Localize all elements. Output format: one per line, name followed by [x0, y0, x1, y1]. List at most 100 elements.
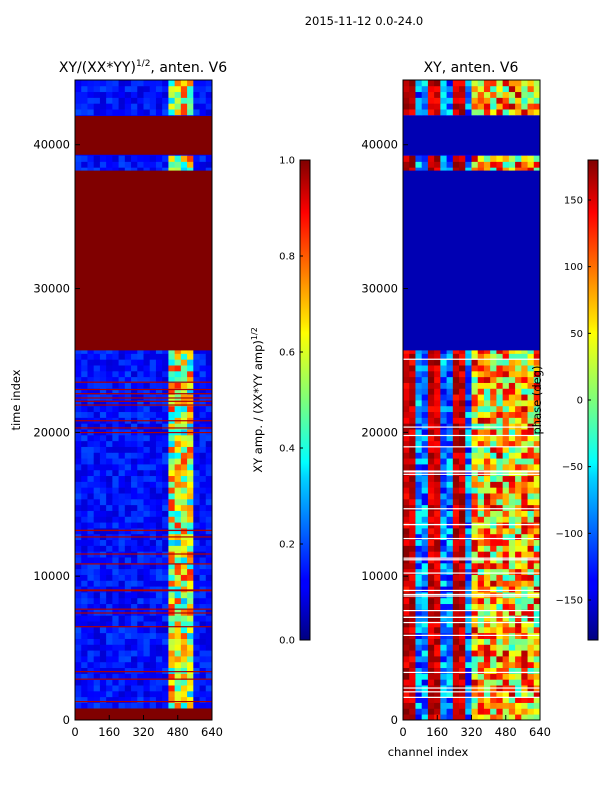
phase-cell — [471, 603, 479, 610]
phase-cell — [527, 155, 535, 162]
amplitude-cell — [75, 347, 82, 354]
amplitude-cell — [155, 574, 163, 581]
phase-cell — [490, 522, 497, 529]
phase-cell — [471, 533, 479, 541]
phase-cell — [527, 423, 535, 430]
phase-cell — [515, 353, 522, 360]
amplitude-cell — [193, 528, 200, 535]
amplitude-cell — [168, 615, 176, 622]
phase-cell — [415, 661, 423, 669]
phase-cell — [533, 603, 541, 610]
phase-cell — [409, 696, 416, 703]
phase-cell — [508, 97, 516, 104]
phase-cell — [533, 434, 541, 442]
phase-cell — [471, 586, 479, 593]
amplitude-cell — [81, 405, 88, 413]
phase-cell — [496, 97, 504, 104]
amplitude-cell — [199, 97, 207, 104]
amplitude-cell — [106, 376, 113, 383]
amplitude-cell — [112, 382, 119, 389]
amplitude-cell — [199, 80, 207, 87]
phase-cell — [434, 650, 441, 657]
phase-cell — [521, 539, 528, 546]
amplitude-cell — [75, 696, 82, 703]
amplitude-cell — [87, 632, 95, 639]
phase-cell — [496, 679, 504, 686]
amplitude-cell — [205, 411, 213, 418]
phase-cell — [483, 603, 491, 610]
phase-cell — [521, 475, 528, 482]
phase-cell — [427, 487, 435, 494]
phase-cell — [527, 539, 535, 546]
phase-cell — [440, 91, 447, 98]
amplitude-cell — [174, 696, 182, 703]
amplitude-cell — [180, 690, 188, 698]
phase-flag-line — [403, 470, 540, 472]
phase-cell — [421, 667, 429, 674]
amplitude-cell — [112, 539, 119, 546]
amplitude-cell — [143, 574, 151, 581]
phase-cell — [477, 493, 485, 500]
phase-cell — [515, 615, 522, 622]
phase-cell — [446, 714, 454, 721]
amplitude-cell — [149, 650, 157, 657]
phase-cell — [483, 370, 491, 378]
amplitude-cell — [75, 365, 82, 372]
amplitude-cell — [131, 382, 138, 389]
phase-cell — [403, 568, 410, 575]
amplitude-cell — [93, 91, 101, 98]
phase-cell — [521, 696, 528, 703]
phase-cell — [452, 609, 460, 616]
phase-cell — [527, 359, 535, 366]
phase-cell — [477, 487, 485, 494]
amplitude-cell — [168, 452, 176, 459]
phase-cell — [409, 708, 416, 715]
phase-cell — [421, 161, 429, 168]
phase-cell — [533, 469, 541, 477]
phase-cell — [515, 539, 522, 546]
phase-cell — [427, 522, 435, 529]
phase-cell — [490, 516, 497, 523]
phase-cell — [477, 574, 485, 581]
phase-cell — [459, 696, 466, 703]
amplitude-cell — [112, 400, 119, 407]
amplitude-cell — [187, 167, 194, 174]
amplitude-cell — [118, 155, 126, 162]
amplitude-cell — [81, 359, 88, 366]
phase-flag-line — [403, 589, 540, 592]
phase-cell — [496, 504, 504, 511]
amplitude-cell — [131, 580, 138, 587]
phase-cell — [515, 609, 522, 616]
phase-cell — [434, 644, 441, 651]
phase-cell — [452, 452, 460, 459]
amplitude-cell — [106, 632, 113, 639]
amplitude-cell — [187, 615, 194, 622]
phase-cell — [508, 359, 516, 366]
phase-cell — [434, 109, 441, 116]
phase-cell — [471, 539, 479, 546]
phase-low-block — [403, 115, 540, 155]
phase-cell — [421, 464, 429, 471]
amplitude-cell — [118, 481, 126, 488]
phase-cell — [496, 615, 504, 622]
phase-cell — [465, 388, 472, 395]
phase-cell — [502, 650, 510, 657]
amplitude-cell — [124, 597, 132, 605]
amplitude-cell — [187, 574, 194, 581]
phase-cell — [452, 109, 460, 116]
phase-cell — [465, 429, 472, 436]
phase-cell — [533, 370, 541, 378]
phase-cell — [496, 516, 504, 523]
amplitude-cell — [162, 103, 169, 110]
amplitude-cell — [75, 411, 82, 418]
amplitude-cell — [174, 400, 182, 407]
phase-cell — [502, 481, 510, 488]
phase-cell — [527, 522, 535, 529]
phase-cell — [533, 388, 541, 395]
amplitude-cell — [168, 702, 176, 709]
phase-cell — [452, 423, 460, 430]
phase-cell — [415, 469, 423, 477]
phase-cell — [446, 155, 454, 162]
phase-cell — [446, 696, 454, 703]
phase-cell — [465, 481, 472, 488]
